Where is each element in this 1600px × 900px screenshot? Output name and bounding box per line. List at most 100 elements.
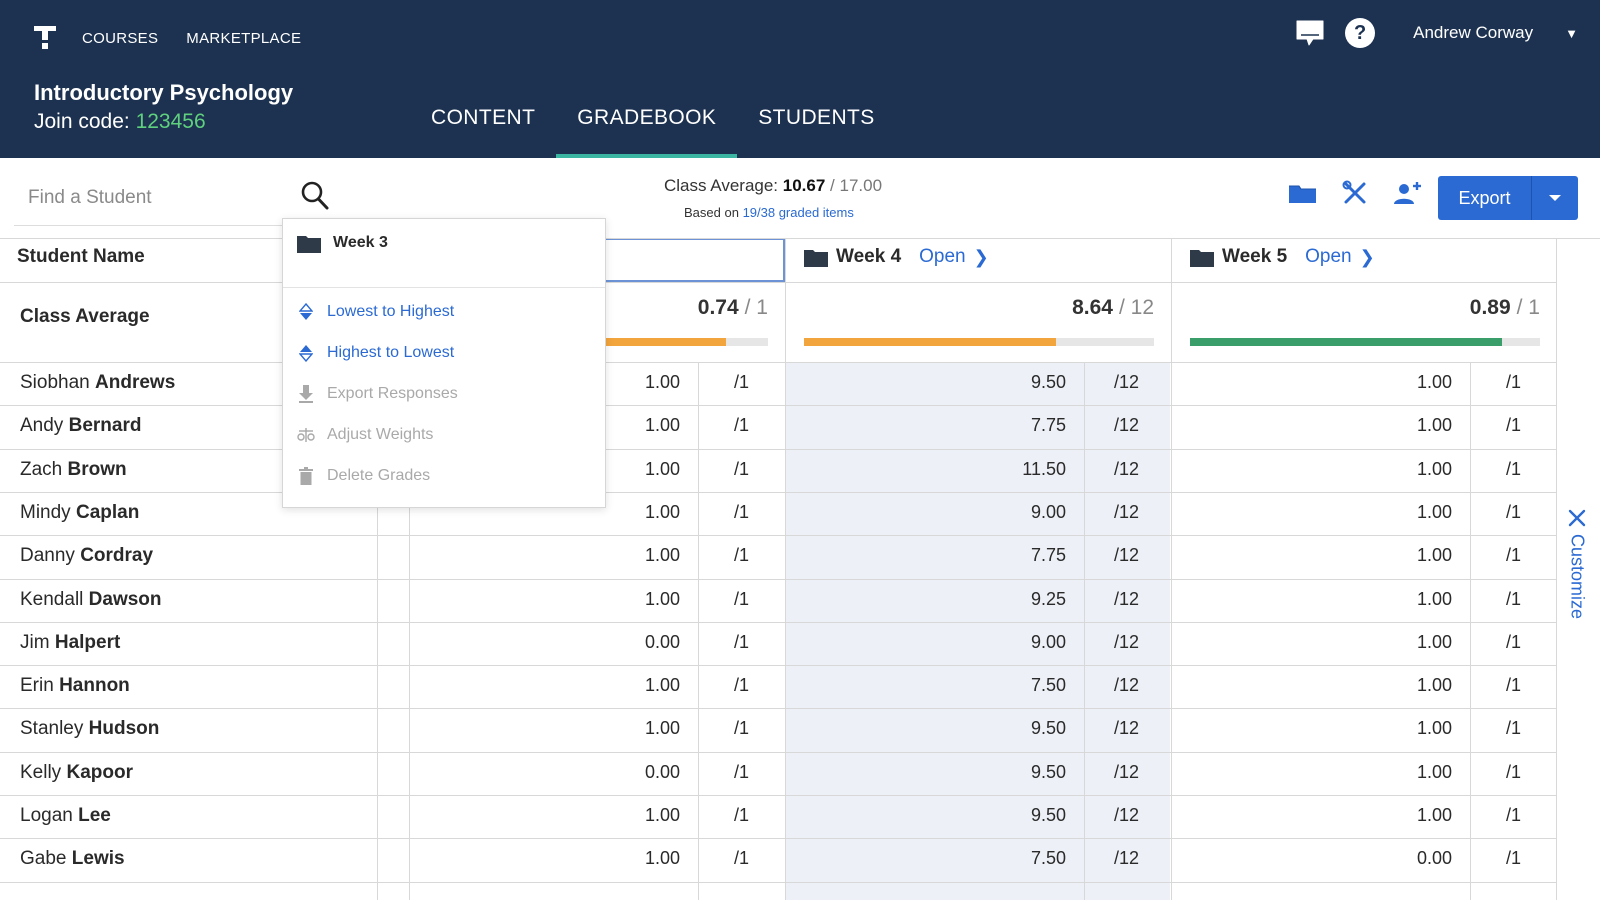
week4-score[interactable]: 9.25: [1030, 589, 1066, 609]
week3-folder-icon: [297, 236, 321, 253]
tab-gradebook[interactable]: GRADEBOOK: [556, 100, 738, 158]
week4-score[interactable]: 9.00: [1030, 502, 1066, 522]
week4-score[interactable]: 9.50: [1030, 718, 1066, 738]
week4-name[interactable]: Week 4: [836, 246, 902, 267]
week5-max: /1: [1506, 718, 1522, 738]
week5-score[interactable]: 1.00: [1416, 718, 1452, 738]
week4-score[interactable]: 9.50: [1030, 372, 1066, 392]
week5-average: 0.89/ 1: [1186, 296, 1540, 320]
student-name[interactable]: Erin Hannon: [20, 675, 130, 697]
student-name[interactable]: Andy Bernard: [20, 415, 141, 437]
week4-score[interactable]: 11.50: [1022, 459, 1066, 479]
header-actions: ? Andrew Corway ▼: [1295, 18, 1578, 48]
student-name[interactable]: Danny Cordray: [20, 545, 153, 567]
week5-chevron-icon[interactable]: ❯: [1359, 246, 1375, 267]
week3-score[interactable]: 1.00: [644, 415, 680, 435]
student-name[interactable]: Kelly Kapoor: [20, 762, 133, 784]
week3-score[interactable]: 1.00: [644, 459, 680, 479]
student-name[interactable]: Gabe Lewis: [20, 848, 125, 870]
week3-score[interactable]: 1.00: [644, 545, 680, 565]
help-icon[interactable]: ?: [1345, 18, 1376, 48]
student-last-name: Andrews: [95, 372, 176, 393]
student-name[interactable]: Siobhan Andrews: [20, 372, 175, 394]
week3-score[interactable]: 1.00: [644, 372, 680, 392]
nav-marketplace[interactable]: MARKETPLACE: [186, 30, 302, 47]
sort-highest-to-lowest[interactable]: Highest to Lowest: [297, 344, 454, 362]
tab-students[interactable]: STUDENTS: [758, 106, 875, 129]
student-name-header[interactable]: Student Name: [17, 246, 145, 267]
week5-score[interactable]: 1.00: [1416, 589, 1452, 609]
student-name[interactable]: Stanley Hudson: [20, 718, 159, 740]
week3-score[interactable]: 1.00: [644, 718, 680, 738]
week3-header-selected[interactable]: [600, 238, 785, 282]
week4-max: /12: [1114, 459, 1140, 479]
week4-average-max: / 12: [1118, 296, 1154, 319]
student-name[interactable]: Mindy Caplan: [20, 502, 139, 524]
week5-score[interactable]: 1.00: [1416, 545, 1452, 565]
week5-open-link[interactable]: Open: [1305, 246, 1352, 267]
student-name[interactable]: Jim Halpert: [20, 632, 120, 654]
week5-score[interactable]: 1.00: [1416, 675, 1452, 695]
search-input[interactable]: [14, 180, 274, 216]
user-name[interactable]: Andrew Corway: [1413, 23, 1534, 42]
student-name[interactable]: Zach Brown: [20, 459, 127, 481]
export-options-caret-icon[interactable]: [1532, 176, 1578, 220]
grid-line: [1084, 362, 1085, 900]
user-menu-caret-icon[interactable]: ▼: [1565, 25, 1578, 41]
search-icon[interactable]: [300, 180, 330, 212]
week4-score[interactable]: 7.75: [1030, 415, 1066, 435]
row-divider: [0, 492, 1556, 493]
sort-lowest-to-highest[interactable]: Lowest to Highest: [297, 303, 454, 321]
export-button[interactable]: Export: [1438, 176, 1532, 220]
week3-max: /1: [734, 589, 750, 609]
chat-icon[interactable]: [1295, 19, 1325, 47]
delete-grades: Delete Grades: [297, 467, 430, 485]
top-nav: COURSES MARKETPLACE: [82, 30, 301, 47]
student-name[interactable]: Logan Lee: [20, 805, 111, 827]
week5-score[interactable]: 1.00: [1416, 762, 1452, 782]
nav-courses[interactable]: COURSES: [82, 30, 159, 47]
week4-score[interactable]: 7.50: [1030, 848, 1066, 868]
row-divider: [0, 622, 1556, 623]
student-first-name: Siobhan: [20, 372, 90, 393]
week3-score[interactable]: 1.00: [644, 848, 680, 868]
week4-score[interactable]: 7.75: [1030, 545, 1066, 565]
week5-score[interactable]: 1.00: [1416, 805, 1452, 825]
week5-score[interactable]: 0.00: [1416, 848, 1452, 868]
add-student-icon[interactable]: [1392, 180, 1422, 206]
week3-score[interactable]: 1.00: [644, 502, 680, 522]
week5-name[interactable]: Week 5: [1222, 246, 1288, 267]
week3-score[interactable]: 1.00: [644, 675, 680, 695]
week4-score[interactable]: 9.00: [1030, 632, 1066, 652]
week4-max: /12: [1114, 762, 1140, 782]
menu-divider: [283, 287, 605, 288]
week5-score[interactable]: 1.00: [1416, 415, 1452, 435]
tab-content[interactable]: CONTENT: [431, 106, 536, 129]
customize-button[interactable]: Customize: [1560, 508, 1594, 619]
week3-score[interactable]: 1.00: [644, 589, 680, 609]
week4-max: /12: [1114, 589, 1140, 609]
class-average-row-label: Class Average: [20, 306, 150, 327]
week5-score[interactable]: 1.00: [1416, 502, 1452, 522]
week5-score[interactable]: 1.00: [1416, 632, 1452, 652]
week4-score[interactable]: 9.50: [1030, 805, 1066, 825]
week3-score[interactable]: 0.00: [644, 762, 680, 782]
week3-score[interactable]: 1.00: [644, 805, 680, 825]
week5-score[interactable]: 1.00: [1416, 459, 1452, 479]
week4-chevron-icon[interactable]: ❯: [973, 246, 989, 267]
week4-open-link[interactable]: Open: [919, 246, 966, 267]
app-logo-icon[interactable]: [34, 26, 56, 50]
row-divider: [0, 405, 1556, 406]
week5-average-max: / 1: [1516, 296, 1540, 319]
week4-max: /12: [1114, 545, 1140, 565]
week4-score[interactable]: 9.50: [1030, 762, 1066, 782]
student-first-name: Logan: [20, 805, 73, 826]
week5-score[interactable]: 1.00: [1416, 372, 1452, 392]
week3-score[interactable]: 0.00: [644, 632, 680, 652]
student-name[interactable]: Kendall Dawson: [20, 589, 162, 611]
folder-icon[interactable]: [1288, 181, 1318, 205]
tools-icon[interactable]: [1342, 180, 1368, 206]
week4-max: /12: [1114, 632, 1140, 652]
graded-items-link[interactable]: 19/38 graded items: [742, 205, 854, 220]
week4-score[interactable]: 7.50: [1030, 675, 1066, 695]
